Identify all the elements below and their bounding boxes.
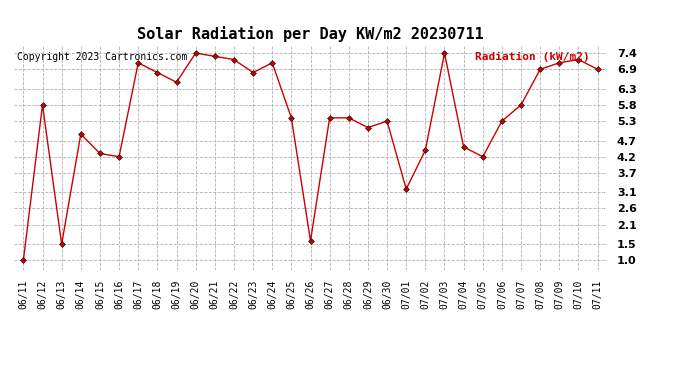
Title: Solar Radiation per Day KW/m2 20230711: Solar Radiation per Day KW/m2 20230711 xyxy=(137,27,484,42)
Text: Radiation (kW/m2): Radiation (kW/m2) xyxy=(475,52,589,62)
Text: Copyright 2023 Cartronics.com: Copyright 2023 Cartronics.com xyxy=(17,52,187,62)
